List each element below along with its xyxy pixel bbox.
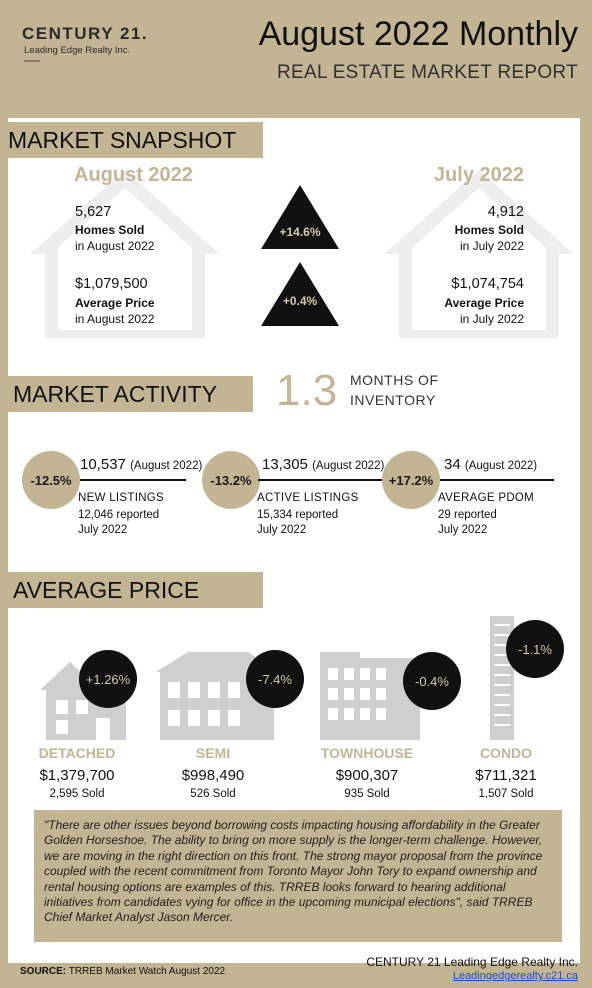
- average-pdom-value: 34 (August 2022): [444, 456, 538, 473]
- homes-sold-change: +14.6%: [279, 225, 321, 239]
- condo-change-badge: -1.1%: [506, 620, 564, 678]
- condo-price: $711,321: [475, 767, 537, 784]
- average-pdom-previous: 29 reported July 2022: [438, 509, 497, 536]
- website-link[interactable]: Leadingedgerealty.c21.ca: [452, 970, 578, 982]
- average-pdom-change-badge: +17.2%: [382, 451, 440, 509]
- house-outline-icon: [30, 170, 220, 338]
- up-triangle-icon: [261, 262, 339, 326]
- months-of-inventory-value: 1.3: [276, 366, 338, 415]
- current-homes-sold: 5,627: [75, 204, 112, 220]
- active-listings-change-badge: -13.2%: [202, 451, 260, 509]
- market-snapshot-banner: MARKET SNAPSHOT: [0, 122, 263, 158]
- previous-avg-price: $1,074,754: [451, 276, 524, 292]
- condo-label: CONDO: [479, 745, 533, 761]
- previous-avg-price-label: Average Price: [444, 296, 524, 310]
- townhouse-change-badge: -0.4%: [403, 652, 461, 710]
- previous-homes-sold-label: Homes Sold: [454, 223, 524, 237]
- semi-label: SEMI: [195, 745, 231, 761]
- detached-sold: 2,595 Sold: [49, 788, 105, 800]
- previous-homes-sold-period: in July 2022: [459, 239, 524, 253]
- current-homes-sold-label: Homes Sold: [75, 223, 145, 237]
- new-listings-value: 10,537 (August 2022): [80, 456, 203, 473]
- page-subtitle: REAL ESTATE MARKET REPORT: [276, 62, 578, 83]
- new-listings-change-badge: -12.5%: [22, 451, 80, 509]
- detached-change-badge: +1.26%: [79, 650, 137, 708]
- previous-avg-price-period: in July 2022: [459, 312, 524, 326]
- townhouse-sold: 935 Sold: [344, 788, 390, 800]
- new-listings-label: NEW LISTINGS: [78, 492, 165, 504]
- semi-price: $998,490: [181, 767, 245, 784]
- active-listings-value: 13,305 (August 2022): [262, 456, 385, 473]
- divider: [440, 479, 554, 481]
- current-avg-price-period: in August 2022: [75, 312, 155, 326]
- current-month-heading: August 2022: [74, 164, 193, 186]
- months-of-inventory-label: MONTHS OF INVENTORY: [350, 372, 439, 408]
- previous-homes-sold: 4,912: [487, 204, 524, 220]
- house-outline-icon: [384, 170, 574, 338]
- logo-rule: [24, 60, 40, 62]
- average-price-banner: AVERAGE PRICE: [0, 572, 263, 608]
- footer-company: CENTURY 21 Leading Edge Realty Inc.: [366, 955, 578, 969]
- page-title: August 2022 Monthly: [258, 15, 578, 53]
- new-listings-previous: 12,046 reported July 2022: [78, 509, 160, 536]
- condo-sold: 1,507 Sold: [478, 788, 534, 800]
- current-avg-price-label: Average Price: [75, 296, 155, 310]
- current-homes-sold-period: in August 2022: [75, 239, 155, 253]
- analyst-quote: "There are other issues beyond borrowing…: [34, 810, 562, 942]
- current-avg-price: $1,079,500: [75, 276, 148, 292]
- market-activity-banner: MARKET ACTIVITY: [0, 376, 253, 412]
- source-note: SOURCE: TRREB Market Watch August 2022: [20, 966, 226, 977]
- divider: [258, 479, 390, 481]
- detached-price: $1,379,700: [39, 767, 115, 784]
- logo-wordmark: CENTURY 21.: [22, 24, 149, 43]
- divider: [80, 479, 186, 481]
- previous-month-heading: July 2022: [433, 164, 524, 186]
- logo-subtitle: Leading Edge Realty Inc.: [24, 45, 131, 56]
- active-listings-previous: 15,334 reported July 2022: [257, 509, 339, 536]
- semi-change-badge: -7.4%: [246, 650, 304, 708]
- active-listings-label: ACTIVE LISTINGS: [257, 492, 359, 504]
- avg-price-change: +0.4%: [282, 294, 318, 308]
- up-triangle-icon: [261, 185, 339, 249]
- townhouse-label: TOWNHOUSE: [320, 745, 414, 761]
- detached-label: DETACHED: [38, 745, 116, 761]
- average-pdom-label: AVERAGE PDOM: [438, 492, 535, 504]
- semi-sold: 526 Sold: [190, 788, 236, 800]
- townhouse-price: $900,307: [335, 767, 399, 784]
